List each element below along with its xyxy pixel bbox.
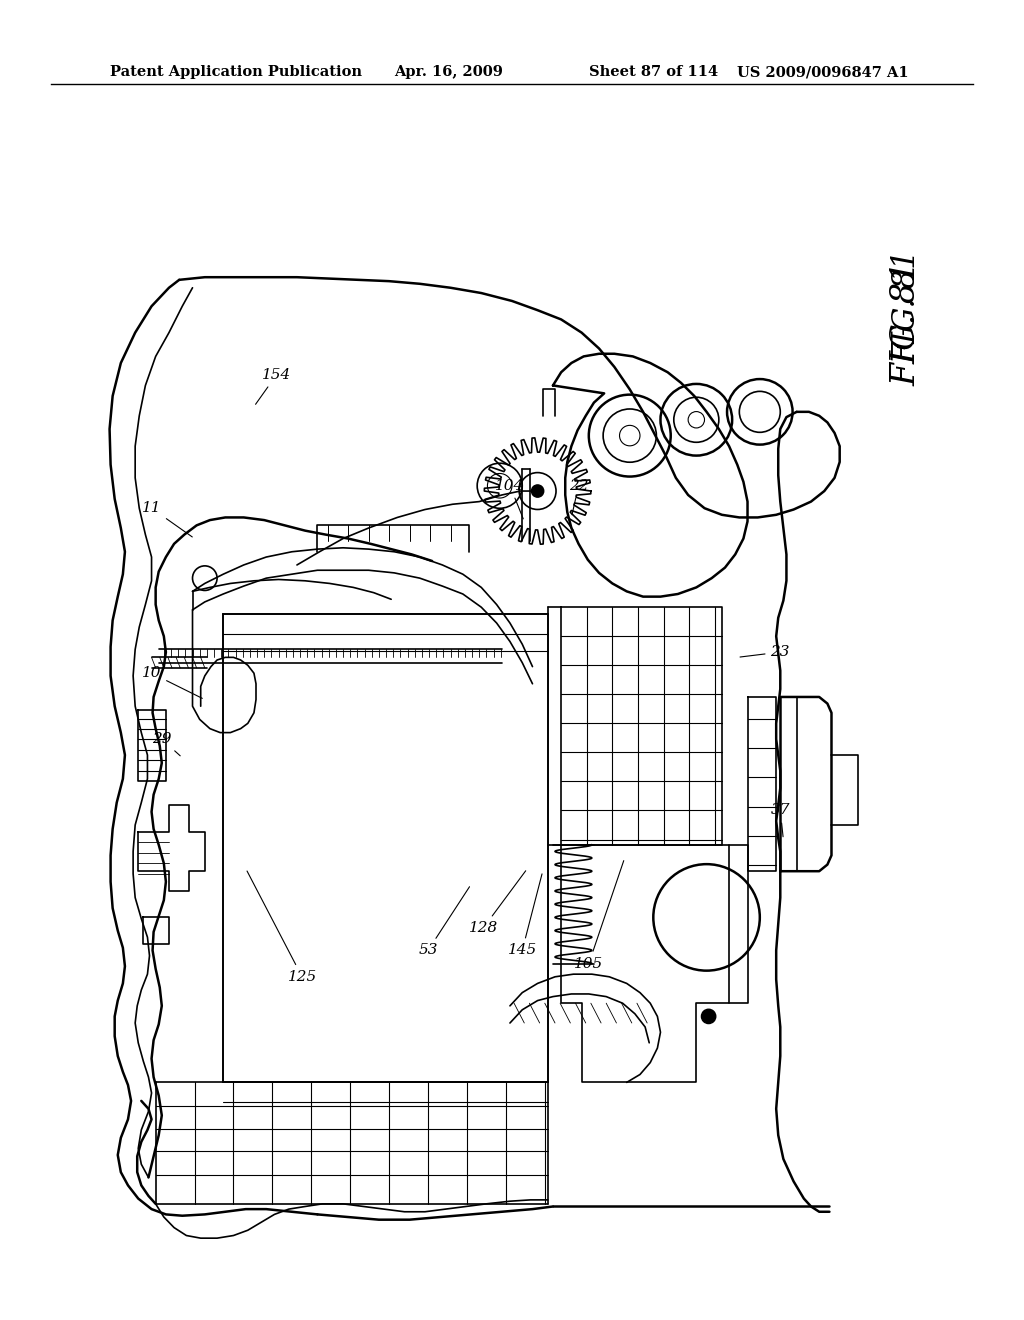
Text: Sheet 87 of 114: Sheet 87 of 114	[589, 65, 718, 79]
Text: 104: 104	[496, 479, 524, 519]
Text: 154: 154	[256, 368, 291, 404]
Text: FIG. 81: FIG. 81	[890, 261, 923, 385]
Text: 105: 105	[574, 861, 624, 970]
Text: FIG. 81: FIG. 81	[892, 249, 923, 363]
Text: 53: 53	[418, 887, 470, 957]
Text: 29: 29	[152, 733, 180, 756]
Text: 22: 22	[568, 479, 589, 515]
Text: 11: 11	[141, 502, 193, 537]
Text: 128: 128	[469, 871, 525, 935]
Text: Patent Application Publication: Patent Application Publication	[110, 65, 361, 79]
Text: Apr. 16, 2009: Apr. 16, 2009	[394, 65, 503, 79]
Circle shape	[531, 484, 544, 498]
Circle shape	[701, 1010, 716, 1023]
Text: 145: 145	[508, 874, 542, 957]
Text: 37: 37	[770, 804, 791, 837]
Text: 10: 10	[141, 667, 203, 698]
Text: 125: 125	[247, 871, 316, 983]
Text: US 2009/0096847 A1: US 2009/0096847 A1	[737, 65, 909, 79]
Text: 23: 23	[740, 645, 791, 659]
